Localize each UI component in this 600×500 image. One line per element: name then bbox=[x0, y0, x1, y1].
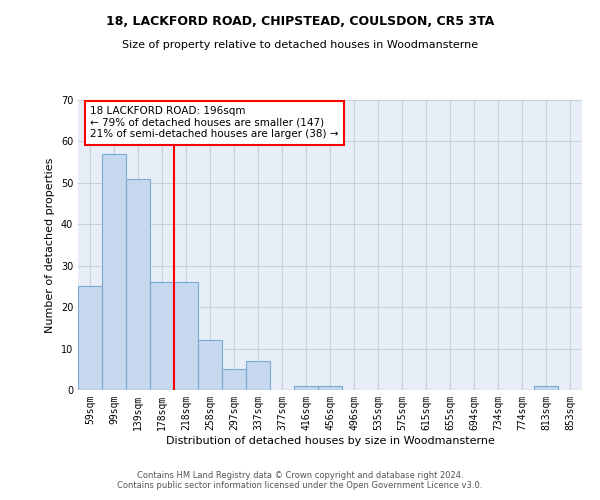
Bar bbox=[534, 386, 558, 390]
Bar bbox=[126, 178, 150, 390]
Bar bbox=[78, 286, 102, 390]
Bar bbox=[102, 154, 126, 390]
Bar bbox=[294, 386, 318, 390]
Bar bbox=[246, 361, 270, 390]
Bar bbox=[222, 370, 246, 390]
Bar bbox=[150, 282, 174, 390]
Bar bbox=[174, 282, 198, 390]
Text: 18, LACKFORD ROAD, CHIPSTEAD, COULSDON, CR5 3TA: 18, LACKFORD ROAD, CHIPSTEAD, COULSDON, … bbox=[106, 15, 494, 28]
Bar bbox=[318, 386, 342, 390]
Bar bbox=[198, 340, 222, 390]
X-axis label: Distribution of detached houses by size in Woodmansterne: Distribution of detached houses by size … bbox=[166, 436, 494, 446]
Y-axis label: Number of detached properties: Number of detached properties bbox=[45, 158, 55, 332]
Text: Size of property relative to detached houses in Woodmansterne: Size of property relative to detached ho… bbox=[122, 40, 478, 50]
Text: Contains HM Land Registry data © Crown copyright and database right 2024.
Contai: Contains HM Land Registry data © Crown c… bbox=[118, 470, 482, 490]
Text: 18 LACKFORD ROAD: 196sqm
← 79% of detached houses are smaller (147)
21% of semi-: 18 LACKFORD ROAD: 196sqm ← 79% of detach… bbox=[90, 106, 338, 140]
